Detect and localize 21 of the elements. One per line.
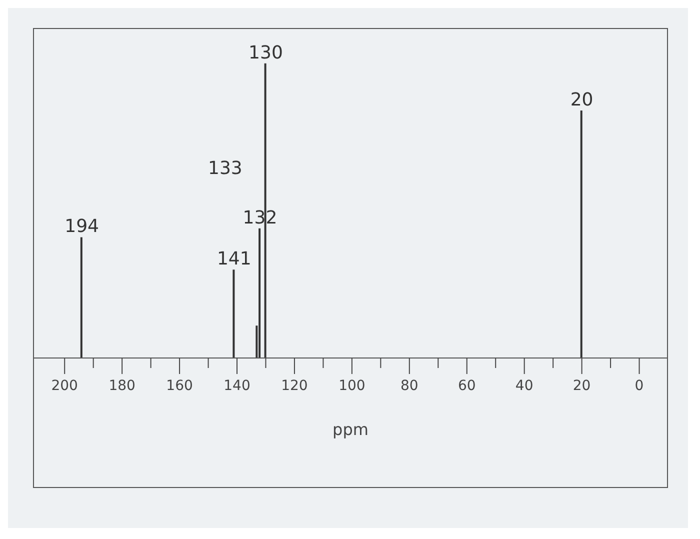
x-tick-label: 120 [281,378,308,394]
x-tick-label: 200 [51,378,78,394]
bar [80,237,82,358]
bar [580,110,582,358]
x-tick-label: 180 [108,378,136,394]
x-tick-label: 40 [515,378,534,394]
annotation: 130 [248,42,283,64]
annotation: 20 [570,90,594,110]
x-tick-label: 60 [458,378,476,394]
annotation: 141 [216,248,252,270]
bar [258,228,261,358]
x-tick-label: 100 [338,378,366,394]
x-axis-title: ppm [332,420,368,439]
annotation: 133 [208,158,242,179]
x-tick-label: 160 [166,378,193,394]
x-tick-label: 20 [572,378,591,394]
bar [232,270,235,358]
x-tick-label: 80 [400,378,418,394]
x-tick-label: 140 [224,378,250,394]
annotation: 194 [64,216,100,238]
x-tick-label: 0 [634,378,644,394]
